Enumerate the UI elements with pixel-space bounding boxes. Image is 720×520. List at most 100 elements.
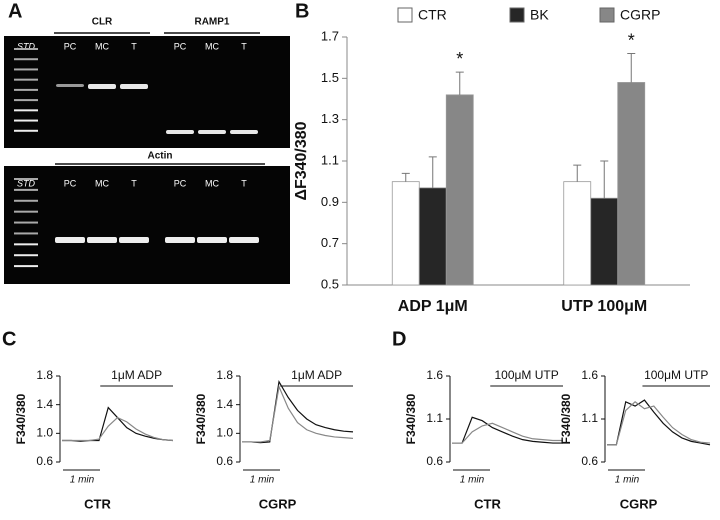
stimulus-label: 100μM UTP xyxy=(644,368,708,382)
lane-label: T xyxy=(241,41,247,51)
scale-label: 1 min xyxy=(70,475,95,486)
trace xyxy=(242,379,354,444)
error-bar xyxy=(401,172,410,182)
ladder-band xyxy=(14,58,38,61)
y-tick-label: 0.5 xyxy=(321,276,339,291)
significance-mark: * xyxy=(456,49,463,69)
lane-label: PC xyxy=(174,178,187,188)
gel-band xyxy=(55,237,85,243)
chart-title: CGRP xyxy=(259,496,297,511)
y-tick-label: 1.3 xyxy=(321,111,339,126)
bar xyxy=(617,82,646,286)
scale-label: 1 min xyxy=(615,475,640,486)
chart-title: CTR xyxy=(474,496,501,511)
stimulus-label: 100μM UTP xyxy=(494,368,558,382)
gel-band xyxy=(119,237,149,243)
trace xyxy=(62,416,174,442)
gel-band xyxy=(88,84,116,89)
trace xyxy=(242,384,354,443)
legend-label: CTR xyxy=(418,7,447,23)
error-bar xyxy=(428,156,437,188)
ladder-band xyxy=(14,221,38,224)
y-tick-label: 0.6 xyxy=(581,454,598,468)
gel-band xyxy=(229,237,259,243)
significance-mark: * xyxy=(628,30,635,50)
legend-label: BK xyxy=(530,7,549,23)
y-tick-label: 0.6 xyxy=(426,454,443,468)
stimulus-label: 1μM ADP xyxy=(291,368,342,382)
x-tick-label: ADP 1μM xyxy=(398,298,468,315)
gel-band xyxy=(198,130,226,134)
legend-swatch xyxy=(509,7,525,23)
panel-label: B xyxy=(295,0,309,22)
ladder-band xyxy=(14,210,38,213)
error-bar xyxy=(627,53,636,83)
y-tick-label: 1.1 xyxy=(426,411,443,425)
y-tick-label: 0.6 xyxy=(216,454,233,468)
scale-label: 1 min xyxy=(460,475,485,486)
y-tick-label: 1.6 xyxy=(426,368,443,382)
y-tick-label: 1.7 xyxy=(321,28,339,43)
y-tick-label: 1.6 xyxy=(581,368,598,382)
y-axis-label: ΔF340/380 xyxy=(293,121,310,200)
y-axis-label: F340/380 xyxy=(404,393,418,444)
stimulus-label: 1μM ADP xyxy=(111,368,162,382)
y-tick-label: 1.0 xyxy=(36,426,53,440)
gel-band xyxy=(230,130,258,134)
x-tick-label: UTP 100μM xyxy=(561,298,647,315)
panel-label: C xyxy=(2,328,16,350)
lane-label: T xyxy=(131,41,137,51)
gel-band xyxy=(165,237,195,243)
error-bar xyxy=(573,164,582,182)
gel-band xyxy=(87,237,117,243)
ladder-band xyxy=(14,129,38,132)
bar xyxy=(563,181,592,286)
gel-band xyxy=(197,237,227,243)
trace xyxy=(62,406,174,442)
y-axis-label: F340/380 xyxy=(559,393,573,444)
ladder-band xyxy=(14,243,38,246)
y-tick-label: 1.5 xyxy=(321,70,339,85)
scale-label: 1 min xyxy=(250,475,275,486)
lane-label: MC xyxy=(205,178,219,188)
gel-band xyxy=(166,130,194,134)
y-tick-label: 1.4 xyxy=(36,397,53,411)
y-tick-label: 1.8 xyxy=(36,368,53,382)
std-label: STD xyxy=(17,178,36,188)
y-tick-label: 1.0 xyxy=(216,426,233,440)
y-tick-label: 1.1 xyxy=(321,152,339,167)
trace xyxy=(452,422,563,444)
group-label: CLR xyxy=(92,17,113,28)
trace xyxy=(607,401,711,446)
trace xyxy=(452,416,563,444)
bar xyxy=(418,187,447,286)
ladder-band xyxy=(14,119,38,122)
trace xyxy=(607,399,711,446)
y-axis-label: F340/380 xyxy=(194,393,208,444)
gel-bottom xyxy=(4,166,290,284)
lane-label: PC xyxy=(174,41,187,51)
ladder-band xyxy=(14,178,38,180)
ladder-band xyxy=(14,109,38,112)
y-tick-label: 1.8 xyxy=(216,368,233,382)
panel-label: D xyxy=(392,328,406,350)
ladder-band xyxy=(14,48,38,50)
std-label: STD xyxy=(17,41,36,51)
y-tick-label: 0.6 xyxy=(36,454,53,468)
lane-label: MC xyxy=(95,41,109,51)
ladder-band xyxy=(14,188,38,191)
ladder-band xyxy=(14,232,38,235)
y-axis-label: F340/380 xyxy=(14,393,28,444)
ladder-band xyxy=(14,68,38,71)
lane-label: T xyxy=(241,178,247,188)
y-tick-label: 0.7 xyxy=(321,235,339,250)
panel-label: A xyxy=(8,0,22,22)
ladder-band xyxy=(14,88,38,91)
group-label: RAMP1 xyxy=(194,17,229,28)
group-label: Actin xyxy=(148,151,173,162)
ladder-band xyxy=(14,265,38,268)
lane-label: PC xyxy=(64,178,77,188)
y-tick-label: 0.9 xyxy=(321,194,339,209)
chart-title: CTR xyxy=(84,496,111,511)
